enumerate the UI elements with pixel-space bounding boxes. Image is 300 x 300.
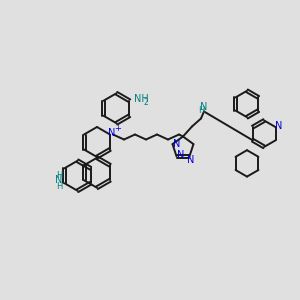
Text: N: N (173, 139, 180, 149)
Text: 2: 2 (143, 98, 148, 107)
Text: NH: NH (134, 94, 149, 104)
Text: N: N (187, 155, 194, 165)
Text: N: N (275, 121, 282, 131)
Text: H: H (56, 171, 62, 180)
Text: +: + (115, 124, 122, 133)
Text: N: N (177, 150, 184, 161)
Text: N: N (108, 128, 116, 137)
Text: N: N (200, 101, 208, 112)
Text: H: H (198, 106, 204, 115)
Text: H: H (56, 182, 62, 191)
Text: N: N (55, 175, 62, 185)
